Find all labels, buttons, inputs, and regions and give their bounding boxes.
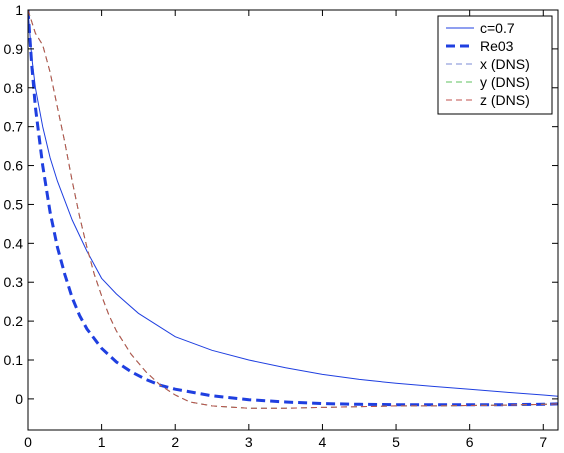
y-tick-label: 0.2 [4,313,24,329]
series-layer [28,10,558,409]
y-tick-label: 0.4 [4,235,24,251]
series-line-1 [28,10,558,407]
y-tick-label: 0.5 [4,196,24,212]
y-tick-label: 0.6 [4,158,24,174]
legend-box [437,15,553,115]
x-tick-label: 2 [171,434,179,450]
y-tick-label: 0.1 [4,352,24,368]
y-tick-label: 0 [15,391,23,407]
series-line-4 [28,10,558,409]
x-tick-label: 0 [24,434,32,450]
x-tick-label: 6 [466,434,474,450]
legend-label-4: z (DNS) [480,92,530,108]
y-tick-label: 0.3 [4,274,24,290]
plot-frame [27,9,559,431]
tick-layer: 0 1 2 3 4 5 6 7 0 0.1 0.2 0.3 0.4 0.5 0.6 0.7 0.8 0.9 1 [4,2,558,450]
x-tick-label: 7 [539,434,547,450]
legend: c=0.7 Re03 x (DNS) y (DNS) z (DNS) [437,15,553,115]
x-tick-label: 1 [98,434,106,450]
x-tick-label: 5 [392,434,400,450]
series-line-0 [28,10,558,397]
legend-label-3: y (DNS) [480,74,530,90]
legend-label-0: c=0.7 [480,20,515,36]
y-tick-label: 1 [15,2,23,18]
y-tick-label: 0.7 [4,119,24,135]
y-tick-label: 0.8 [4,80,24,96]
legend-label-1: Re03 [480,38,514,54]
legend-label-2: x (DNS) [480,56,530,72]
y-tick-label: 0.9 [4,41,24,57]
x-tick-label: 3 [245,434,253,450]
x-tick-label: 4 [319,434,327,450]
